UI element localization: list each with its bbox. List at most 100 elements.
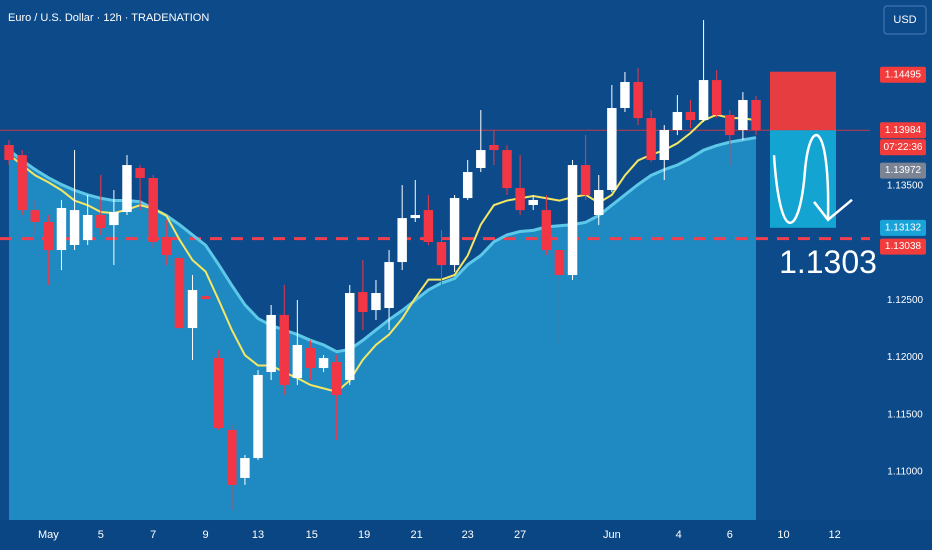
candle-body — [227, 429, 237, 485]
candle-body — [4, 145, 14, 161]
candle-body — [279, 314, 289, 385]
candle-body — [672, 112, 683, 130]
candle-body — [82, 214, 93, 241]
candle-body — [580, 165, 591, 196]
candle-body — [161, 236, 172, 256]
x-tick-label: 12 — [828, 529, 840, 541]
stop-zone — [770, 71, 836, 131]
candle-body — [633, 82, 643, 119]
candle-body — [253, 374, 263, 459]
annotation: 1.1303 — [779, 244, 877, 280]
y-tick-label: 1.11500 — [887, 409, 923, 420]
candle-body — [109, 212, 119, 226]
candle-body — [436, 242, 447, 266]
x-tick-label: 5 — [98, 529, 104, 541]
candle-body — [69, 210, 80, 245]
candle-body — [462, 172, 473, 199]
candle-body — [738, 99, 748, 130]
x-tick-label: 10 — [777, 529, 789, 541]
x-tick-label: 4 — [676, 529, 682, 541]
level-label: 1.13038 — [885, 241, 922, 252]
candle-body — [423, 210, 434, 243]
level-label-bg — [880, 238, 926, 255]
x-tick-label: 15 — [306, 529, 318, 541]
candle-body — [96, 214, 106, 229]
candle-body — [135, 168, 145, 178]
candle-body — [541, 210, 552, 251]
ema-fast-line — [8, 113, 757, 393]
x-tick-label: 19 — [358, 529, 370, 541]
y-tick-label: 1.12500 — [887, 295, 924, 306]
candle-body — [17, 155, 27, 211]
target-label: 1.13132 — [885, 222, 922, 233]
candle-body — [397, 218, 407, 263]
plot-area: 1.1303 — [0, 20, 877, 520]
chart-title: Euro / U.S. Dollar · 12h · TRADENATION — [8, 12, 209, 24]
candle-body — [594, 190, 604, 215]
candle-body — [659, 130, 669, 161]
candle-body — [476, 150, 486, 169]
candle-body — [725, 114, 735, 136]
candle-body — [292, 344, 303, 378]
candle-body — [371, 292, 381, 311]
candle-body — [646, 118, 656, 161]
x-tick-label: 7 — [150, 529, 156, 541]
candle-body — [305, 347, 316, 369]
candle-body — [318, 358, 329, 369]
candle-body — [685, 112, 696, 121]
candle-body — [528, 199, 538, 206]
last-price-label: 1.13984 — [885, 125, 922, 136]
target-label-bg — [880, 219, 926, 236]
candle-body — [751, 99, 761, 131]
candle-body — [266, 314, 276, 373]
x-tick-label: 27 — [514, 529, 526, 541]
x-tick-label: May — [38, 529, 59, 541]
candle-body — [384, 262, 394, 308]
last-price-label-bg — [880, 122, 926, 139]
currency-button[interactable] — [883, 5, 927, 35]
x-tick-label: 13 — [252, 529, 264, 541]
countdown: 07:22:36 — [884, 142, 923, 153]
ema-slow-line — [8, 136, 757, 354]
candle-body — [358, 292, 368, 312]
x-tick-label: 21 — [410, 529, 422, 541]
candle-body — [148, 177, 158, 243]
candle-body — [620, 82, 630, 109]
countdown-bg — [880, 139, 926, 156]
candle-body — [489, 145, 499, 151]
stop-label-bg — [880, 66, 926, 83]
projection-arrow — [813, 198, 853, 222]
candle-body — [331, 362, 342, 396]
stop-label: 1.14495 — [885, 69, 922, 80]
candle-body — [567, 165, 578, 276]
candle-body — [174, 258, 185, 329]
candle-body — [515, 188, 525, 211]
x-tick-label: 23 — [462, 529, 474, 541]
x-tick-label: 9 — [203, 529, 209, 541]
candle-body — [200, 296, 211, 300]
candle-body — [213, 358, 224, 429]
y-tick-label: 1.13500 — [887, 180, 924, 191]
candle-body — [449, 198, 460, 266]
prev-close-label-bg — [880, 162, 926, 179]
candle-body — [240, 458, 250, 478]
candle-body — [502, 150, 512, 189]
projection-curve — [772, 133, 830, 225]
time-axis — [0, 520, 932, 550]
candle-body — [554, 250, 565, 276]
y-tick-label: 1.11000 — [887, 467, 923, 478]
candle-body — [187, 290, 198, 329]
currency-label[interactable]: USD — [893, 14, 916, 26]
candle-body — [607, 108, 617, 191]
candle-body — [410, 214, 420, 219]
x-tick-label: Jun — [603, 529, 621, 541]
candle-body — [122, 165, 132, 213]
candle-body — [711, 80, 722, 115]
prev-close-label: 1.13972 — [885, 165, 922, 176]
candle-body — [30, 210, 40, 222]
candle-body — [56, 208, 67, 251]
candle-body — [43, 221, 54, 251]
candle-body — [698, 80, 709, 121]
x-tick-label: 6 — [727, 529, 733, 541]
